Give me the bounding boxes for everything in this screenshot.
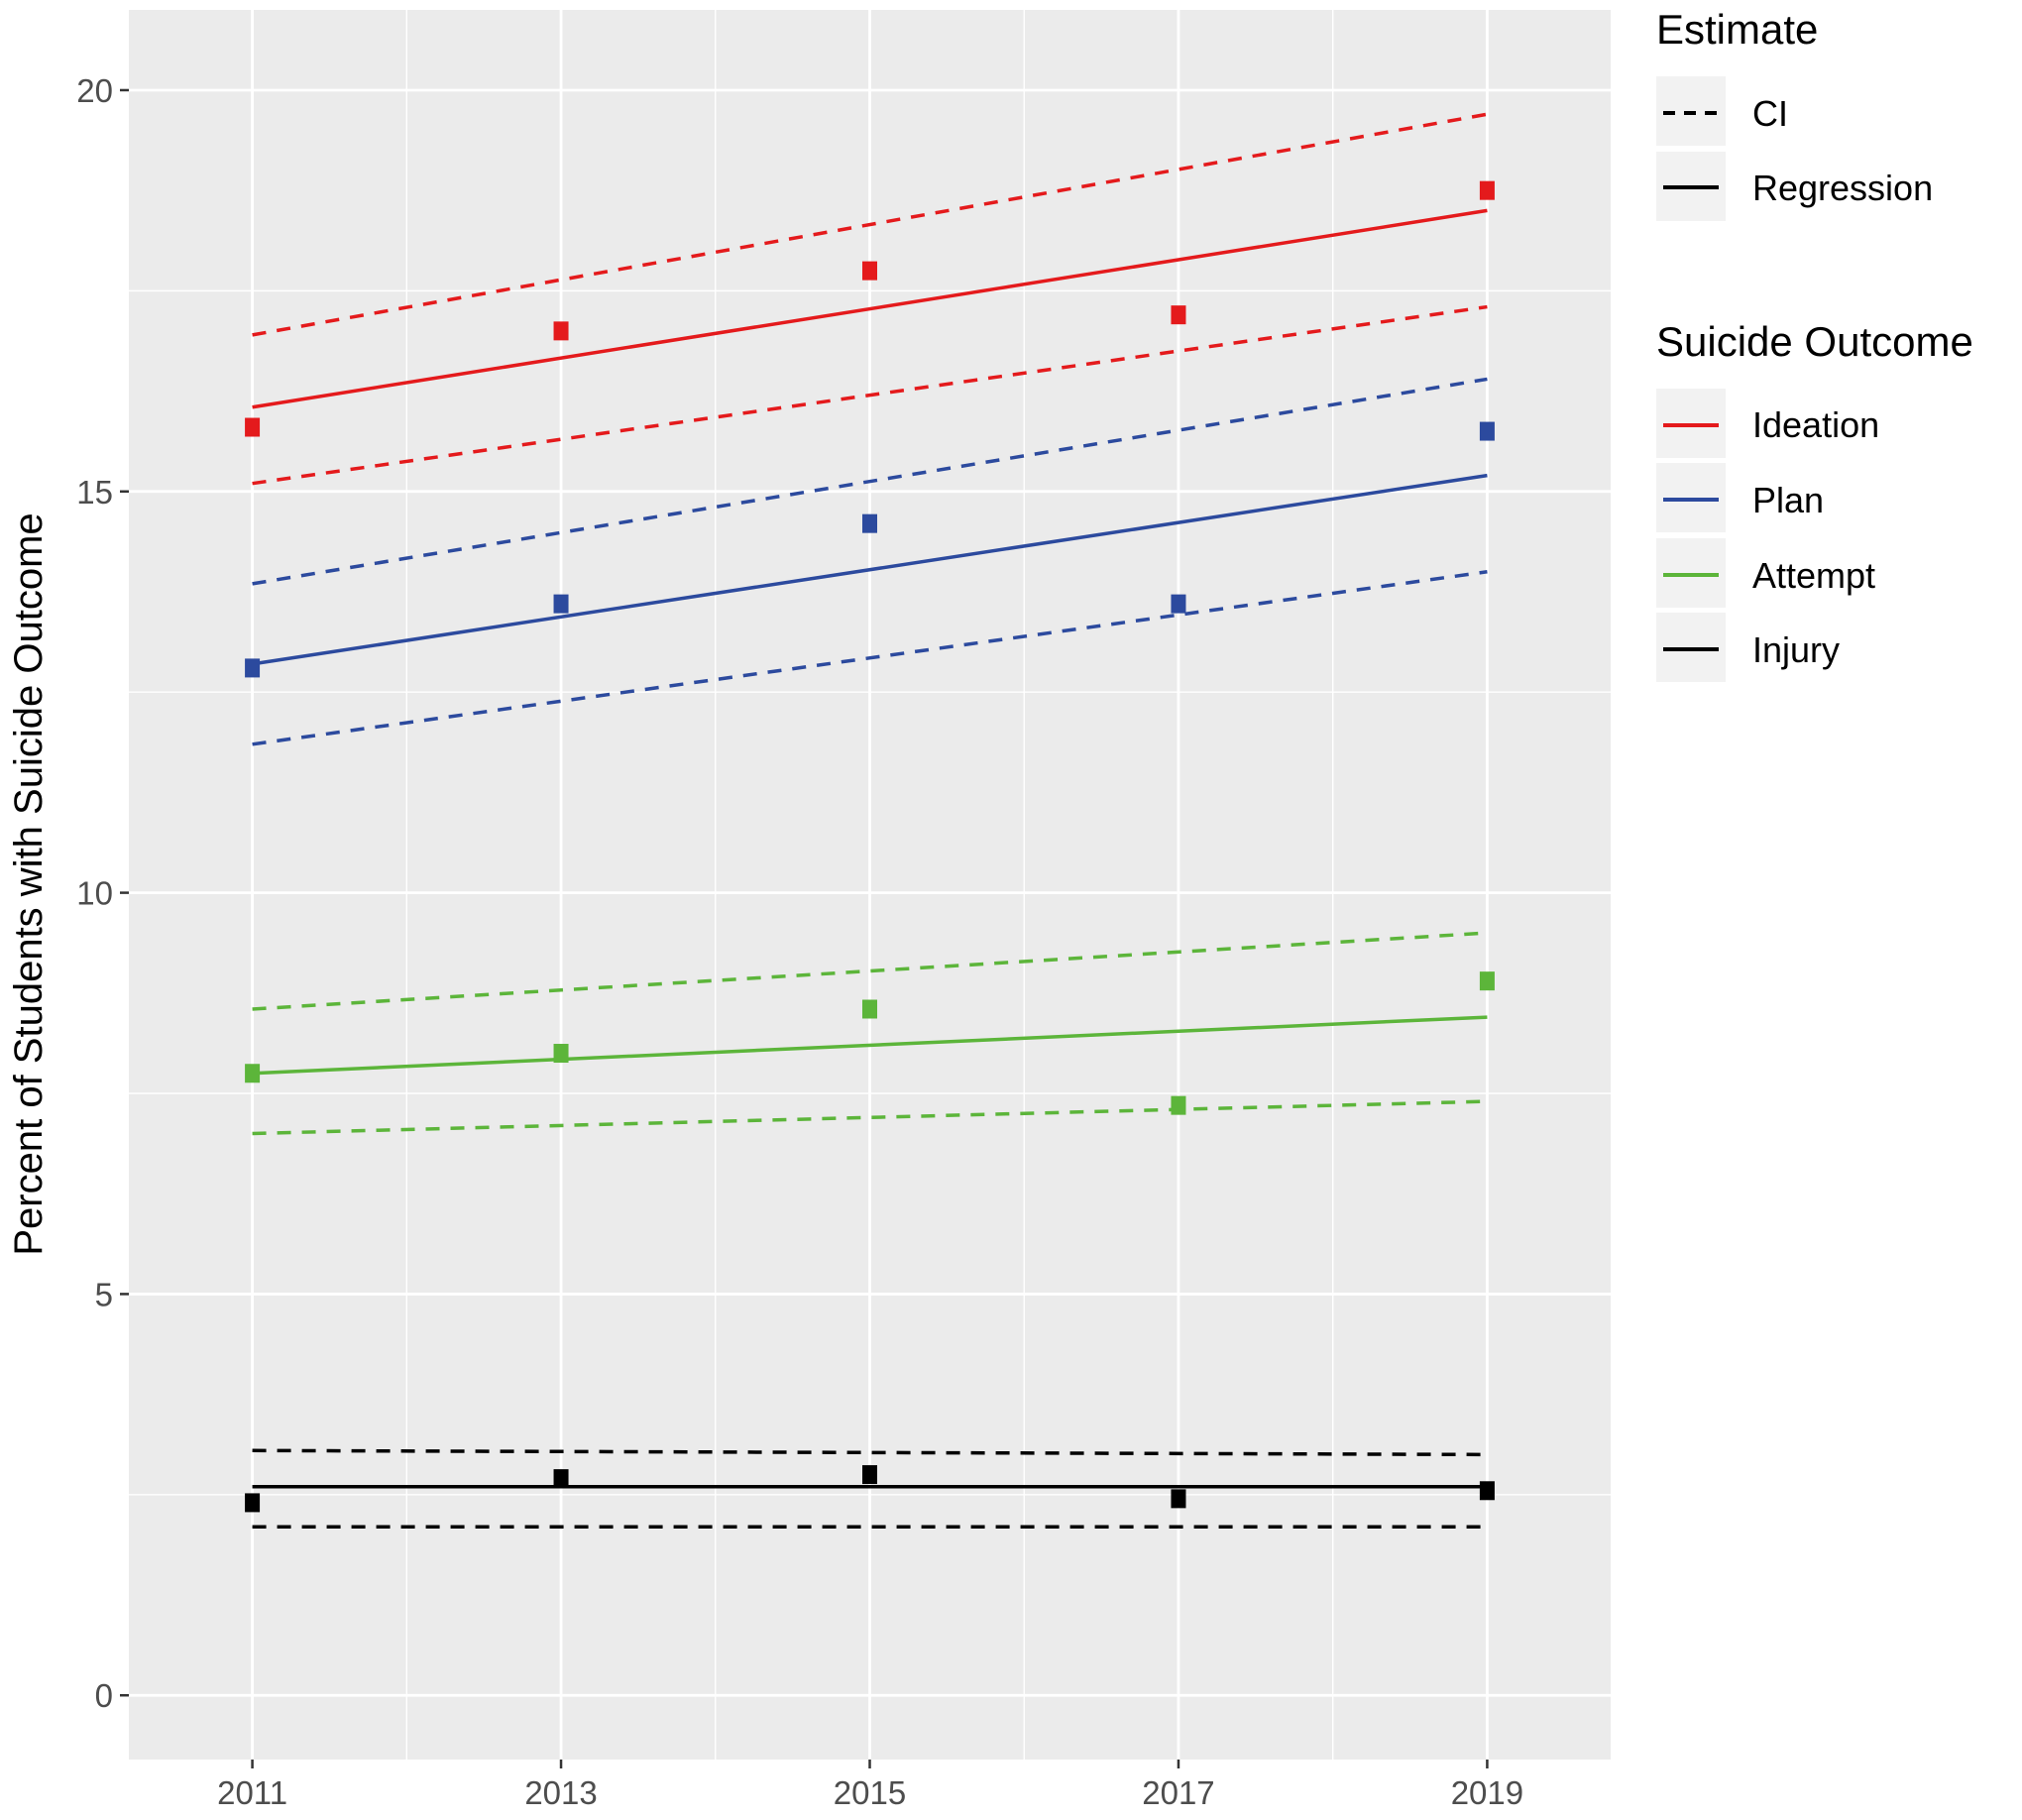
ideation-data-point	[553, 321, 569, 341]
attempt-data-point	[1479, 971, 1495, 991]
y-tick-label: 15	[76, 474, 113, 511]
injury-data-point	[1171, 1489, 1186, 1509]
attempt-regression-line	[252, 1015, 1488, 1076]
legend-label-ci: CI	[1752, 93, 1788, 134]
plan-data-point	[245, 658, 261, 678]
plan-data-point	[1479, 421, 1495, 441]
plan-data-point	[1171, 594, 1186, 614]
x-tick-label: 2019	[1451, 1774, 1523, 1811]
x-tick-label: 2011	[217, 1774, 287, 1811]
legend-label-ideation: Ideation	[1752, 404, 1879, 445]
ideation-ci-lower-line	[252, 304, 1488, 486]
x-tick-label: 2017	[1142, 1774, 1214, 1811]
major-gridlines	[129, 10, 1611, 1760]
injury-data-point	[1479, 1481, 1495, 1501]
attempt-data-point	[553, 1044, 569, 1064]
series-layer	[252, 112, 1488, 1529]
plan-data-point	[862, 513, 877, 533]
legend-label-plan: Plan	[1752, 480, 1824, 520]
plan-ci-lower-line	[252, 570, 1488, 746]
y-tick-label: 20	[76, 72, 113, 109]
legend-label-injury: Injury	[1752, 629, 1840, 670]
attempt-ci-lower-line	[252, 1099, 1488, 1136]
attempt-data-point	[862, 999, 877, 1019]
y-tick-label: 0	[95, 1677, 113, 1714]
legend-label-regression: Regression	[1752, 168, 1933, 208]
attempt-ci-upper-line	[252, 931, 1488, 1011]
plan-ci-upper-line	[252, 377, 1488, 586]
y-axis-label: Percent of Students with Suicide Outcome	[7, 512, 51, 1255]
ideation-data-point	[862, 261, 877, 281]
x-tick-label: 2013	[524, 1774, 597, 1811]
injury-data-point	[553, 1469, 569, 1489]
axes-layer: 0 5 10 15 20 2011 2013 2015 2017 2019	[76, 72, 1523, 1811]
legend-estimate: Estimate CI Regression	[1656, 6, 1933, 221]
injury-ci-upper-line	[252, 1448, 1488, 1457]
plan-regression-line	[252, 473, 1488, 666]
points-layer	[245, 180, 1495, 1513]
x-tick-label: 2015	[834, 1774, 906, 1811]
legend-outcome-title: Suicide Outcome	[1656, 318, 1973, 365]
y-tick-label: 10	[76, 875, 113, 912]
ideation-regression-line	[252, 208, 1488, 409]
legend-estimate-title: Estimate	[1656, 6, 1818, 53]
ideation-data-point	[245, 417, 261, 437]
ideation-data-point	[1479, 180, 1495, 200]
y-tick-label: 5	[95, 1276, 113, 1312]
ideation-data-point	[1171, 305, 1186, 325]
ideation-ci-upper-line	[252, 112, 1488, 337]
legend-outcome: Suicide Outcome Ideation Plan Attempt In…	[1656, 318, 1973, 682]
plan-data-point	[553, 594, 569, 614]
injury-data-point	[245, 1493, 261, 1513]
attempt-data-point	[245, 1064, 261, 1083]
injury-data-point	[862, 1465, 877, 1485]
legend-label-attempt: Attempt	[1752, 555, 1875, 596]
attempt-data-point	[1171, 1095, 1186, 1115]
